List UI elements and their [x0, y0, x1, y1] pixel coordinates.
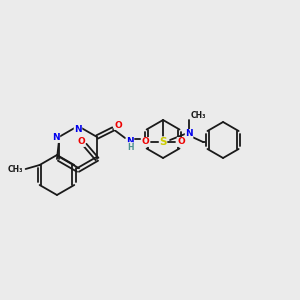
Text: N: N	[52, 134, 60, 142]
Text: N: N	[185, 130, 193, 139]
Text: S: S	[159, 137, 167, 147]
Text: H: H	[127, 142, 133, 152]
Text: O: O	[114, 121, 122, 130]
Text: CH₃: CH₃	[8, 166, 23, 175]
Text: O: O	[177, 137, 185, 146]
Text: O: O	[77, 137, 85, 146]
Text: O: O	[141, 137, 149, 146]
Text: CH₃: CH₃	[191, 110, 207, 119]
Text: N: N	[126, 136, 134, 146]
Text: N: N	[74, 125, 82, 134]
